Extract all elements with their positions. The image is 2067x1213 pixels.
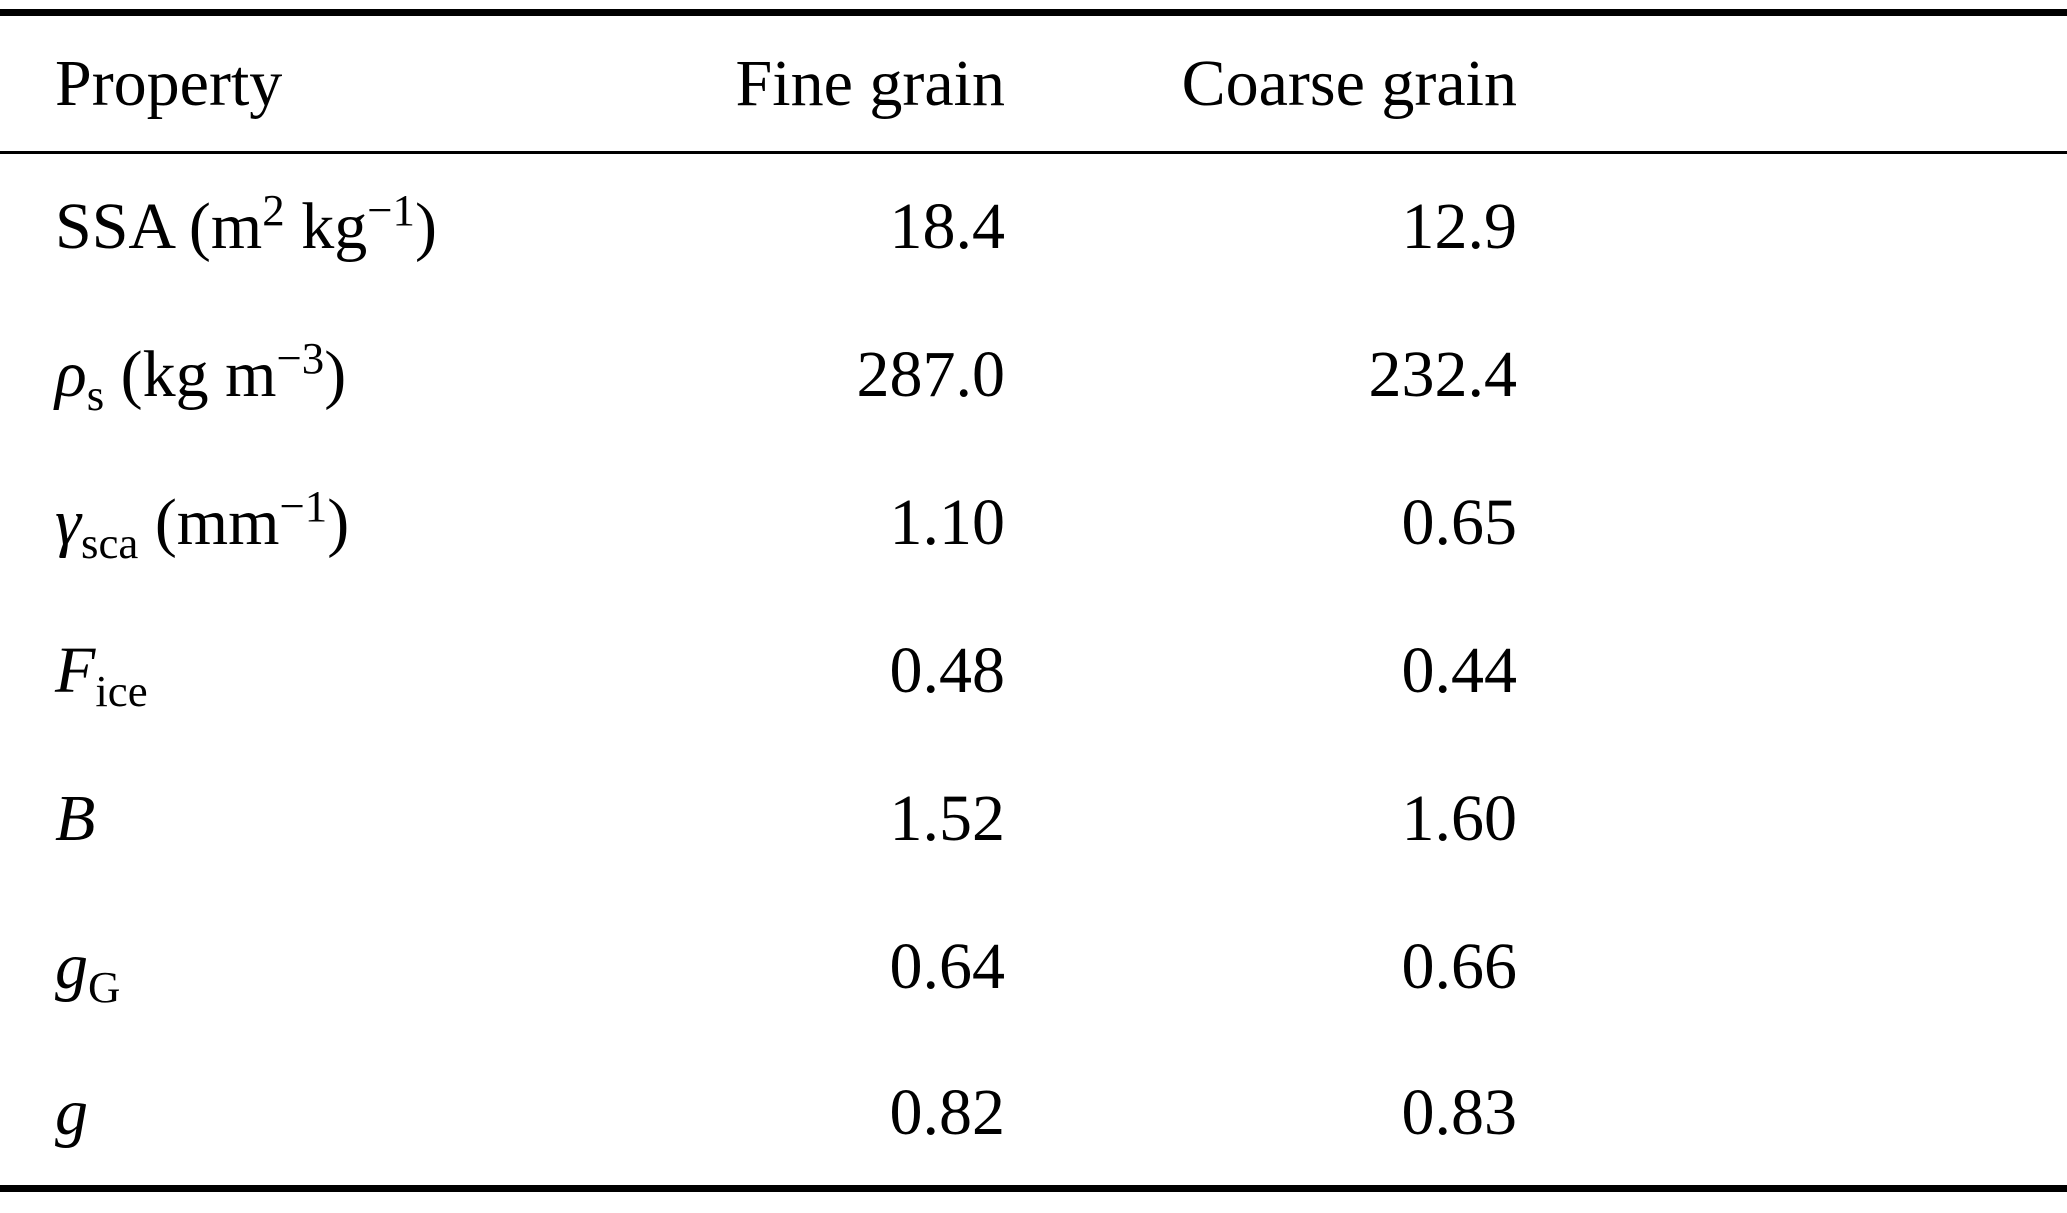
fine-grain-value: 0.48 [889, 633, 1006, 707]
property-cell: gG [55, 929, 121, 1012]
table-row: γsca (mm−1) 1.10 0.65 [0, 449, 2067, 597]
spacer-cell [1517, 1041, 2067, 1189]
table-row: g 0.82 0.83 [0, 1041, 2067, 1189]
properties-table: Property Fine grain Coarse grain SSA (m2… [0, 9, 2067, 1192]
spacer-cell [1517, 301, 2067, 449]
coarse-grain-value: 0.44 [1401, 633, 1518, 707]
property-cell: Fice [55, 633, 148, 716]
property-cell: γsca (mm−1) [55, 480, 350, 568]
property-cell: ρs (kg m−3) [55, 332, 347, 420]
fine-grain-value: 287.0 [856, 337, 1006, 411]
coarse-grain-value: 0.83 [1401, 1075, 1518, 1149]
property-cell: g [55, 1075, 88, 1149]
spacer-cell [1517, 745, 2067, 893]
fine-grain-value: 0.64 [889, 929, 1006, 1003]
table-row: B 1.52 1.60 [0, 745, 2067, 893]
coarse-grain-value: 0.66 [1401, 929, 1518, 1003]
header-row: Property Fine grain Coarse grain [0, 13, 2067, 153]
spacer-cell [1517, 893, 2067, 1041]
header-spacer-cell [1517, 13, 2067, 153]
property-cell: SSA (m2 kg−1) [55, 185, 437, 264]
coarse-grain-value: 1.60 [1401, 781, 1518, 855]
table-row: SSA (m2 kg−1) 18.4 12.9 [0, 153, 2067, 301]
col-header-coarse-grain: Coarse grain [1181, 46, 1517, 120]
coarse-grain-value: 232.4 [1368, 337, 1518, 411]
table-body: SSA (m2 kg−1) 18.4 12.9 ρs (kg m−3) 287.… [0, 153, 2067, 1189]
col-header-property: Property [55, 46, 283, 120]
fine-grain-value: 0.82 [889, 1075, 1006, 1149]
spacer-cell [1517, 597, 2067, 745]
fine-grain-value: 18.4 [889, 190, 1006, 264]
table-row: gG 0.64 0.66 [0, 893, 2067, 1041]
fine-grain-value: 1.52 [889, 781, 1006, 855]
col-header-fine-grain: Fine grain [735, 46, 1005, 120]
spacer-cell [1517, 449, 2067, 597]
spacer-cell [1517, 153, 2067, 301]
property-cell: B [55, 781, 96, 855]
table-row: ρs (kg m−3) 287.0 232.4 [0, 301, 2067, 449]
table-row: Fice 0.48 0.44 [0, 597, 2067, 745]
table-header: Property Fine grain Coarse grain [0, 13, 2067, 153]
coarse-grain-value: 0.65 [1401, 485, 1518, 559]
fine-grain-value: 1.10 [889, 485, 1006, 559]
coarse-grain-value: 12.9 [1401, 190, 1518, 264]
